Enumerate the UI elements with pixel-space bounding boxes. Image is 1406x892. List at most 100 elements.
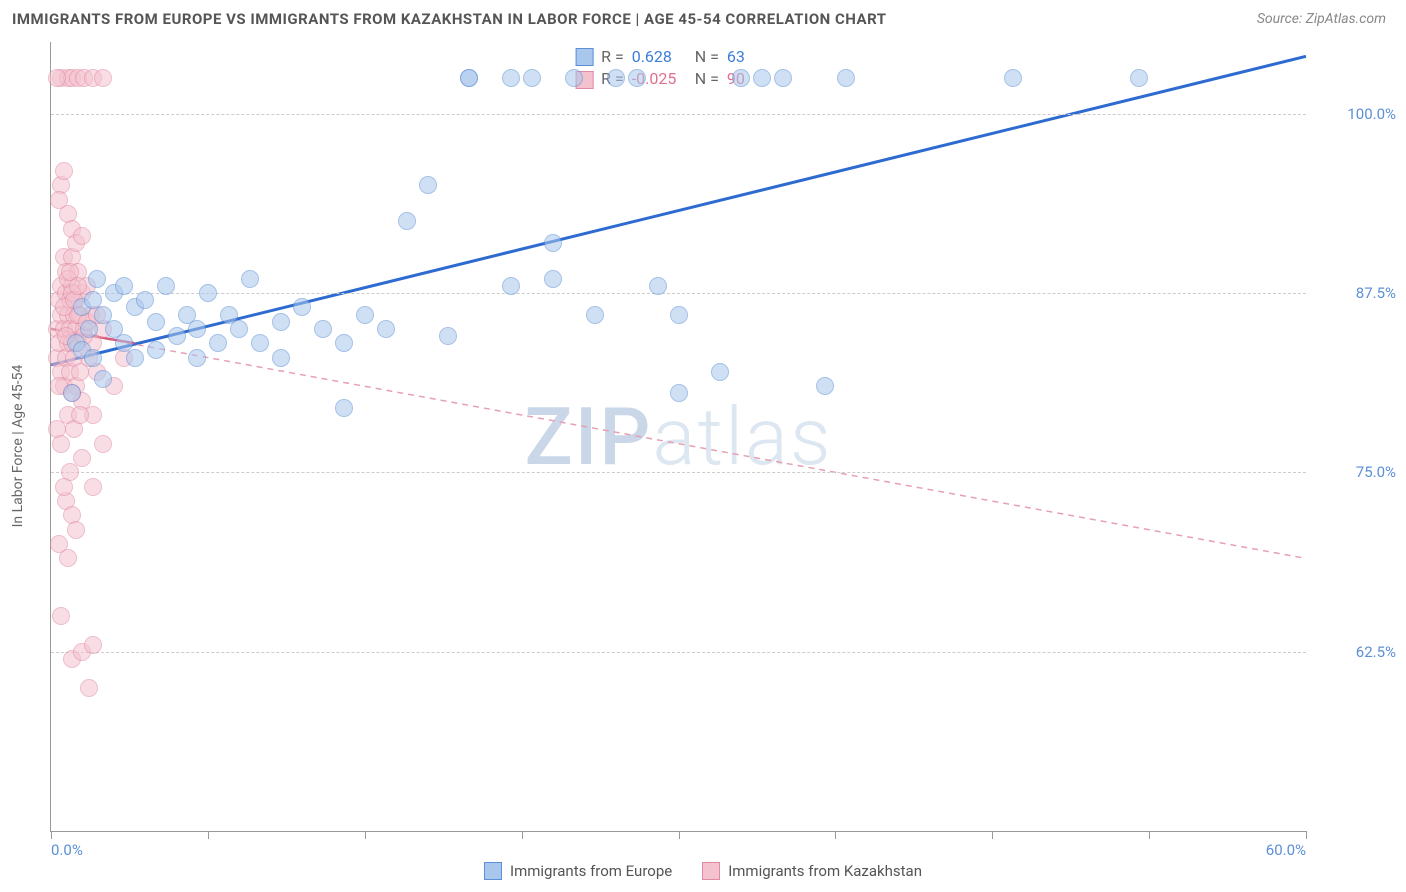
data-point (48, 69, 66, 87)
legend: Immigrants from Europe Immigrants from Ka… (0, 862, 1406, 880)
data-point (502, 69, 520, 87)
data-point (732, 69, 750, 87)
data-point (565, 69, 583, 87)
data-point (398, 212, 416, 230)
x-tick (208, 831, 209, 839)
data-point (628, 69, 646, 87)
x-tick (365, 831, 366, 839)
trend-lines-svg (51, 42, 1306, 831)
trend-line (51, 329, 1306, 559)
data-point (84, 349, 102, 367)
stat-n-value: 63 (727, 46, 782, 68)
data-point (94, 69, 112, 87)
data-point (1130, 69, 1148, 87)
correlation-stats-box: R =0.628N =63R =-0.025N =90 (569, 42, 788, 95)
data-point (816, 377, 834, 395)
x-tick (992, 831, 993, 839)
x-tick (679, 831, 680, 839)
plot-area: ZIPatlas R =0.628N =63R =-0.025N =90 62.… (50, 42, 1306, 832)
stat-n-label: N = (695, 68, 719, 90)
data-point (94, 435, 112, 453)
data-point (774, 69, 792, 87)
stats-row: R = 0.628 N = 63 (575, 46, 782, 68)
data-point (670, 384, 688, 402)
x-tick (522, 831, 523, 839)
data-point (544, 234, 562, 252)
x-tick (1306, 831, 1307, 839)
data-point (356, 306, 374, 324)
data-point (71, 406, 89, 424)
data-point (711, 363, 729, 381)
data-point (670, 306, 688, 324)
x-tick (51, 831, 52, 839)
data-point (55, 162, 73, 180)
stat-n-label: N = (695, 46, 719, 68)
data-point (136, 291, 154, 309)
data-point (837, 69, 855, 87)
data-point (607, 69, 625, 87)
data-point (69, 277, 87, 295)
data-point (94, 370, 112, 388)
legend-label: Immigrants from Europe (510, 862, 672, 880)
data-point (88, 270, 106, 288)
data-point (649, 277, 667, 295)
data-point (157, 277, 175, 295)
data-point (73, 449, 91, 467)
stat-r-label: R = (601, 46, 624, 68)
data-point (73, 227, 91, 245)
data-point (753, 69, 771, 87)
data-point (59, 549, 77, 567)
chart-title: IMMIGRANTS FROM EUROPE VS IMMIGRANTS FRO… (12, 10, 887, 28)
data-point (272, 349, 290, 367)
legend-item: Immigrants from Europe (484, 862, 672, 880)
data-point (460, 69, 478, 87)
data-point (272, 313, 290, 331)
data-point (199, 284, 217, 302)
data-point (230, 320, 248, 338)
data-point (209, 334, 227, 352)
y-tick-label: 62.5% (1316, 643, 1396, 661)
data-point (188, 349, 206, 367)
data-point (335, 334, 353, 352)
data-point (502, 277, 520, 295)
data-point (55, 478, 73, 496)
data-point (314, 320, 332, 338)
y-tick-label: 87.5% (1316, 284, 1396, 302)
stat-r-value: 0.628 (632, 46, 687, 68)
data-point (147, 313, 165, 331)
gridline-h (51, 293, 1306, 294)
data-point (52, 435, 70, 453)
data-point (377, 320, 395, 338)
x-tick-label: 60.0% (1266, 841, 1306, 859)
legend-item: Immigrants from Kazakhstan (702, 862, 922, 880)
header-row: IMMIGRANTS FROM EUROPE VS IMMIGRANTS FRO… (12, 10, 1386, 28)
data-point (126, 349, 144, 367)
x-tick (835, 831, 836, 839)
gridline-h (51, 472, 1306, 473)
data-point (293, 298, 311, 316)
y-axis-label: In Labor Force | Age 45-54 (10, 365, 26, 528)
y-tick-label: 75.0% (1316, 463, 1396, 481)
source-value: ZipAtlas.com (1306, 11, 1386, 27)
data-point (115, 277, 133, 295)
legend-label: Immigrants from Kazakhstan (728, 862, 922, 880)
y-tick-label: 100.0% (1316, 105, 1396, 123)
data-point (80, 320, 98, 338)
data-point (335, 399, 353, 417)
legend-swatch (484, 862, 502, 880)
data-point (586, 306, 604, 324)
x-tick (1149, 831, 1150, 839)
data-point (84, 478, 102, 496)
source-label: Source: (1257, 11, 1306, 27)
data-point (188, 320, 206, 338)
data-point (50, 191, 68, 209)
data-point (523, 69, 541, 87)
data-point (241, 270, 259, 288)
data-point (439, 327, 457, 345)
x-tick-label: 0.0% (51, 841, 83, 859)
data-point (251, 334, 269, 352)
legend-swatch (702, 862, 720, 880)
data-point (168, 327, 186, 345)
data-point (52, 607, 70, 625)
data-point (67, 521, 85, 539)
